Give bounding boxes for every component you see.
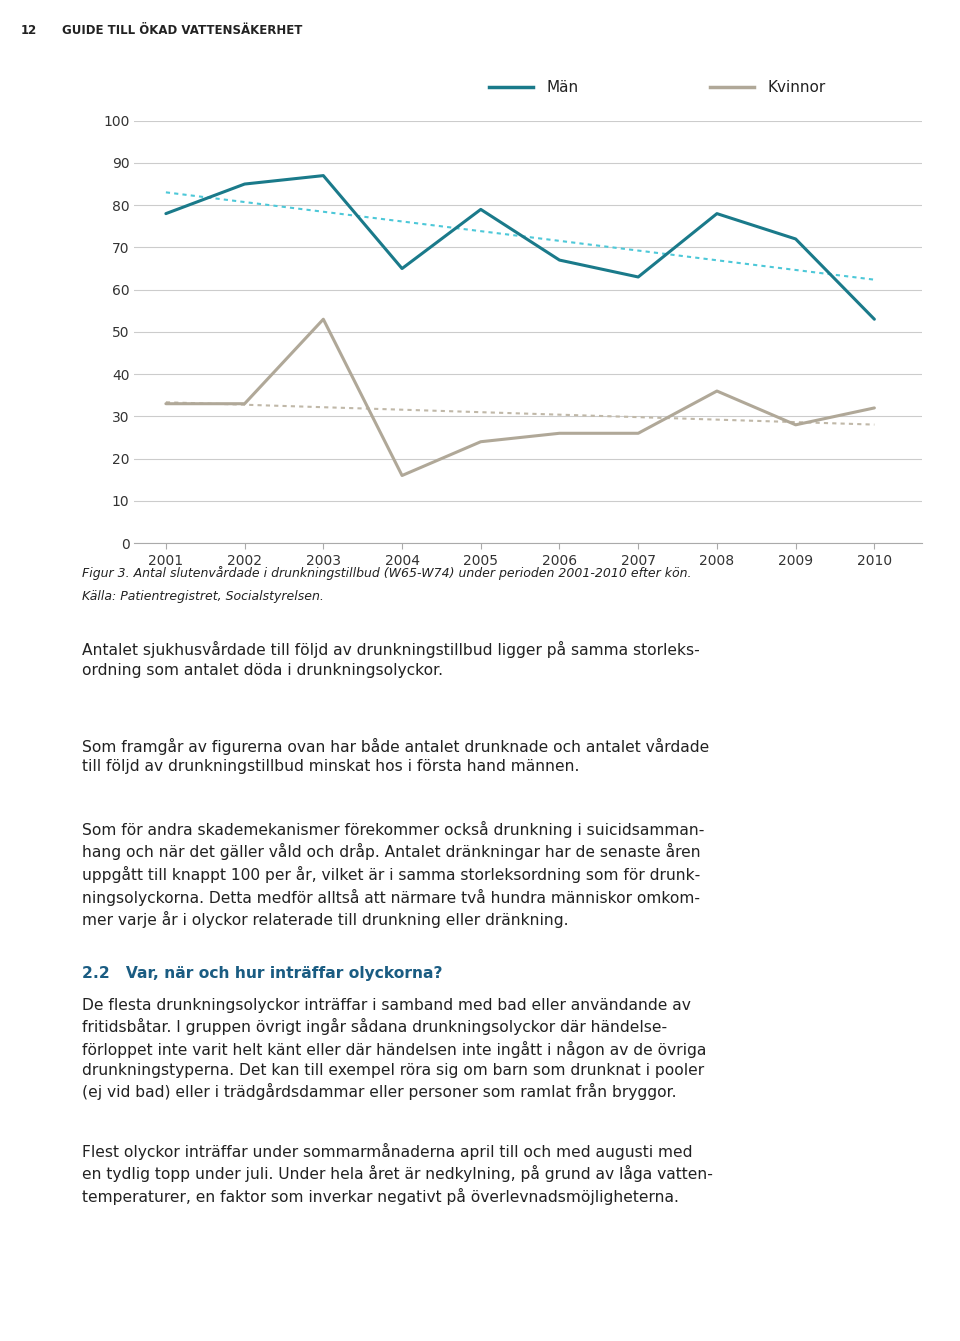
- Text: Antalet sjukhusvårdade till följd av drunkningstillbud ligger på samma storleks-: Antalet sjukhusvårdade till följd av dru…: [82, 641, 699, 677]
- Text: 12: 12: [21, 24, 37, 38]
- Text: De flesta drunkningsolyckor inträffar i samband med bad eller användande av
frit: De flesta drunkningsolyckor inträffar i …: [82, 998, 706, 1101]
- Text: 2.2   Var, när och hur inträffar olyckorna?: 2.2 Var, när och hur inträffar olyckorna…: [82, 966, 443, 980]
- Text: Män: Män: [546, 79, 578, 95]
- Text: Flest olyckor inträffar under sommarmånaderna april till och med augusti med
en : Flest olyckor inträffar under sommarmåna…: [82, 1143, 712, 1204]
- Text: Figur 3. Antal slutenvårdade i drunkningstillbud (W65-W74) under perioden 2001-2: Figur 3. Antal slutenvårdade i drunkning…: [82, 566, 691, 579]
- Text: Som för andra skademekanismer förekommer också drunkning i suicidsamman-
hang oc: Som för andra skademekanismer förekommer…: [82, 821, 704, 928]
- Text: GUIDE TILL ÖKAD VATTENSÄKERHET: GUIDE TILL ÖKAD VATTENSÄKERHET: [62, 24, 302, 38]
- Text: Kvinnor: Kvinnor: [767, 79, 826, 95]
- Text: Som framgår av figurerna ovan har både antalet drunknade och antalet vårdade
til: Som framgår av figurerna ovan har både a…: [82, 738, 708, 774]
- Text: Källa: Patientregistret, Socialstyrelsen.: Källa: Patientregistret, Socialstyrelsen…: [82, 590, 324, 603]
